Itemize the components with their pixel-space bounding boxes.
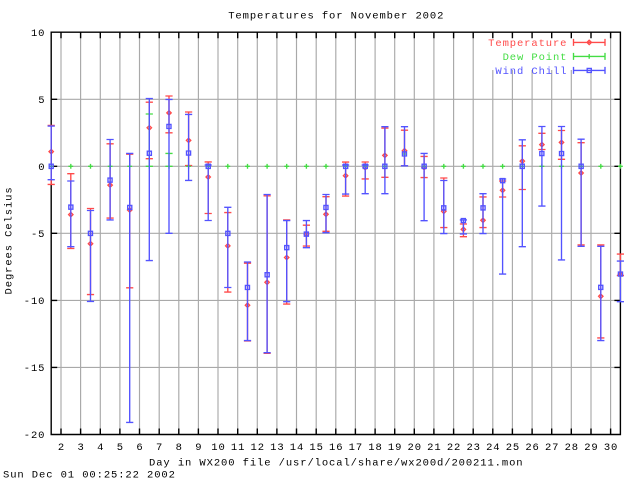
svg-text:20: 20 xyxy=(408,442,422,454)
svg-text:11: 11 xyxy=(231,442,245,454)
svg-text:6: 6 xyxy=(136,442,143,454)
svg-text:3: 3 xyxy=(77,442,84,454)
svg-text:9: 9 xyxy=(195,442,202,454)
svg-text:-5: -5 xyxy=(31,229,45,241)
svg-text:18: 18 xyxy=(368,442,382,454)
svg-text:Wind Chill: Wind Chill xyxy=(495,66,567,78)
svg-text:7: 7 xyxy=(156,442,163,454)
svg-text:2: 2 xyxy=(58,442,65,454)
svg-text:29: 29 xyxy=(584,442,598,454)
svg-text:12: 12 xyxy=(251,442,265,454)
svg-text:30: 30 xyxy=(604,442,618,454)
svg-text:13: 13 xyxy=(270,442,284,454)
svg-text:27: 27 xyxy=(545,442,559,454)
svg-text:Sun Dec 01 00:25:22 2002: Sun Dec 01 00:25:22 2002 xyxy=(3,470,176,480)
svg-text:-10: -10 xyxy=(24,296,46,308)
svg-text:17: 17 xyxy=(349,442,363,454)
svg-text:Temperatures for November 2002: Temperatures for November 2002 xyxy=(228,11,444,23)
svg-text:26: 26 xyxy=(525,442,539,454)
svg-text:5: 5 xyxy=(117,442,124,454)
svg-text:19: 19 xyxy=(388,442,402,454)
svg-text:-15: -15 xyxy=(24,363,46,375)
svg-text:25: 25 xyxy=(506,442,520,454)
svg-text:Day in WX200 file /usr/local/s: Day in WX200 file /usr/local/share/wx200… xyxy=(149,457,523,469)
svg-text:Degrees Celsius: Degrees Celsius xyxy=(4,186,16,294)
svg-text:24: 24 xyxy=(486,442,500,454)
svg-text:4: 4 xyxy=(97,442,104,454)
svg-text:0: 0 xyxy=(38,162,45,174)
svg-text:14: 14 xyxy=(290,442,304,454)
svg-text:Temperature: Temperature xyxy=(488,38,567,50)
svg-text:22: 22 xyxy=(447,442,461,454)
svg-text:10: 10 xyxy=(31,28,45,40)
svg-text:8: 8 xyxy=(176,442,183,454)
svg-text:23: 23 xyxy=(466,442,480,454)
svg-text:21: 21 xyxy=(427,442,441,454)
svg-text:5: 5 xyxy=(38,95,45,107)
svg-text:16: 16 xyxy=(329,442,343,454)
svg-text:-20: -20 xyxy=(24,430,46,442)
svg-text:10: 10 xyxy=(211,442,225,454)
svg-text:28: 28 xyxy=(565,442,579,454)
svg-text:15: 15 xyxy=(309,442,323,454)
svg-text:Dew Point: Dew Point xyxy=(503,52,568,64)
